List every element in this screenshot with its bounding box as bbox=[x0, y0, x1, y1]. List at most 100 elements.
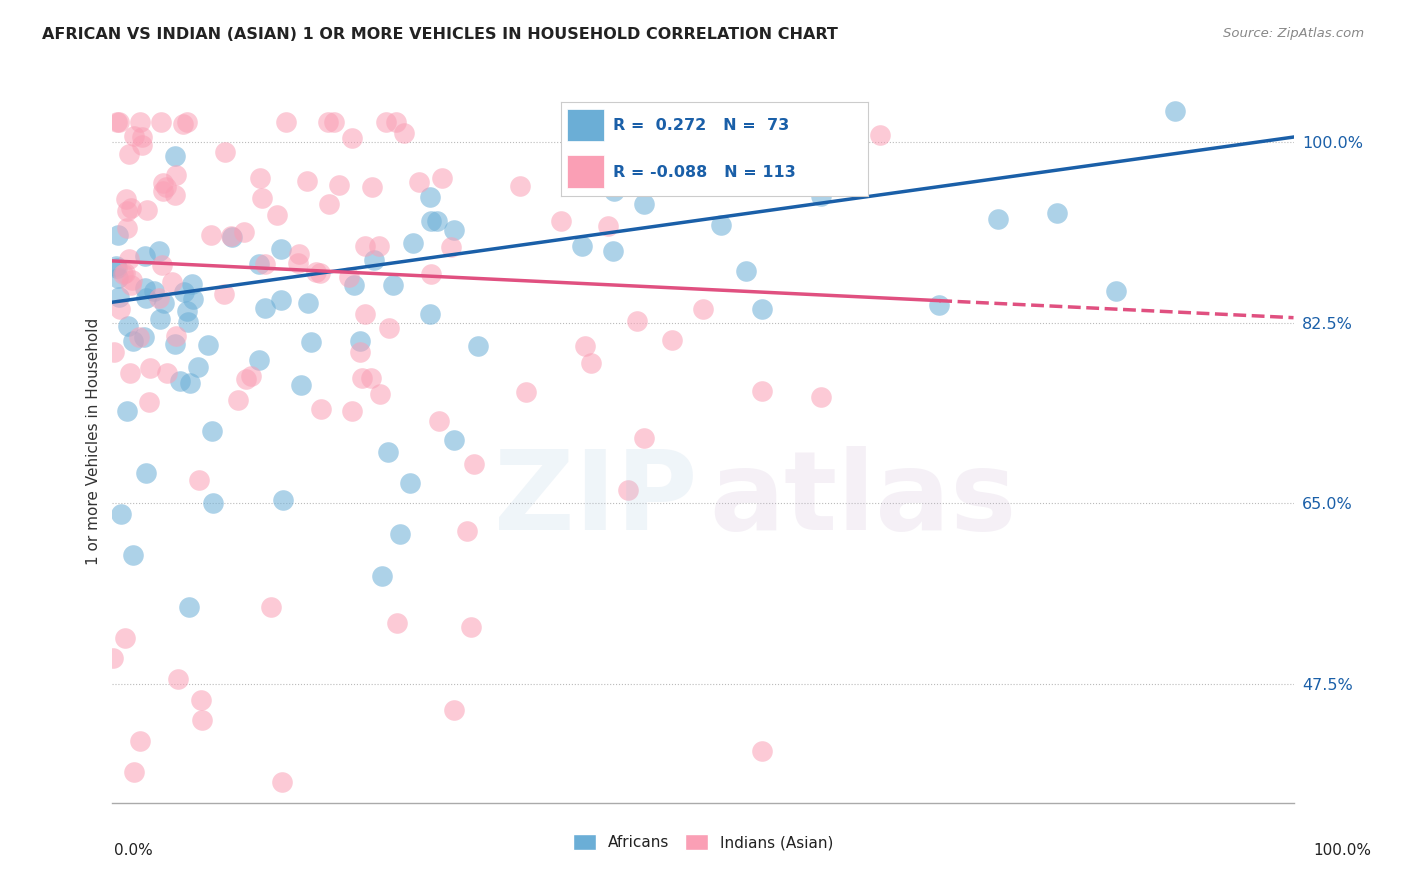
Point bbox=[928, 298, 950, 312]
Point bbox=[176, 304, 198, 318]
Point bbox=[987, 211, 1010, 226]
Point bbox=[122, 128, 145, 143]
Point bbox=[131, 137, 153, 152]
Point bbox=[382, 278, 405, 293]
Legend: Africans, Indians (Asian): Africans, Indians (Asian) bbox=[567, 829, 839, 856]
Point bbox=[114, 266, 136, 280]
Point bbox=[187, 359, 209, 374]
Point bbox=[114, 192, 136, 206]
Point bbox=[602, 244, 624, 259]
Point bbox=[340, 403, 363, 417]
Point bbox=[120, 202, 142, 216]
Point bbox=[149, 114, 172, 128]
Point bbox=[110, 508, 132, 522]
Point bbox=[183, 292, 205, 306]
Point bbox=[1046, 206, 1069, 220]
Point bbox=[316, 114, 339, 128]
Point bbox=[420, 214, 443, 228]
Point bbox=[467, 339, 489, 353]
Point bbox=[270, 242, 292, 256]
Text: atlas: atlas bbox=[709, 446, 1017, 553]
Point bbox=[360, 179, 382, 194]
Point bbox=[463, 457, 485, 471]
Point bbox=[114, 631, 136, 645]
Point bbox=[399, 475, 422, 490]
Point bbox=[134, 281, 156, 295]
Point bbox=[367, 239, 389, 253]
Point bbox=[602, 184, 624, 198]
Point bbox=[259, 599, 281, 614]
Point bbox=[136, 203, 159, 218]
Point bbox=[132, 330, 155, 344]
Point bbox=[574, 339, 596, 353]
Point bbox=[120, 277, 142, 292]
Point bbox=[197, 338, 219, 352]
Point bbox=[419, 189, 441, 203]
Point bbox=[392, 126, 415, 140]
Point bbox=[166, 672, 188, 686]
Point bbox=[419, 307, 441, 321]
Point bbox=[443, 433, 465, 447]
Point bbox=[734, 264, 756, 278]
Point bbox=[571, 239, 593, 253]
Point bbox=[368, 387, 391, 401]
Point bbox=[115, 203, 138, 218]
Point bbox=[550, 214, 572, 228]
Point bbox=[148, 244, 170, 259]
Point bbox=[165, 329, 187, 343]
Text: Source: ZipAtlas.com: Source: ZipAtlas.com bbox=[1223, 27, 1364, 40]
Point bbox=[131, 130, 153, 145]
Point bbox=[385, 114, 408, 128]
Point bbox=[121, 272, 143, 286]
Point bbox=[254, 257, 277, 271]
Point bbox=[138, 360, 160, 375]
Point bbox=[271, 492, 294, 507]
Point bbox=[254, 301, 277, 315]
Point bbox=[121, 334, 143, 348]
Point bbox=[191, 713, 214, 727]
Text: 0.0%: 0.0% bbox=[114, 843, 153, 858]
Point bbox=[118, 252, 141, 267]
Point bbox=[110, 302, 132, 317]
Point bbox=[143, 285, 166, 299]
Point bbox=[271, 775, 294, 789]
Point bbox=[323, 114, 346, 128]
Point bbox=[354, 307, 377, 321]
Point bbox=[810, 189, 832, 203]
Point bbox=[160, 275, 183, 289]
Point bbox=[633, 197, 655, 211]
Point bbox=[402, 235, 425, 250]
Point bbox=[129, 114, 152, 128]
Text: 100.0%: 100.0% bbox=[1313, 843, 1372, 858]
Point bbox=[250, 191, 273, 205]
Point bbox=[354, 238, 377, 252]
Point bbox=[385, 615, 408, 630]
Point bbox=[105, 114, 128, 128]
Point bbox=[163, 188, 186, 202]
Point bbox=[150, 258, 173, 272]
Point bbox=[173, 285, 195, 299]
Point bbox=[337, 270, 360, 285]
Point bbox=[810, 114, 832, 128]
Point bbox=[616, 483, 638, 498]
Point bbox=[177, 315, 200, 329]
Point bbox=[349, 345, 371, 359]
Point bbox=[290, 378, 312, 392]
Point bbox=[751, 744, 773, 758]
Point bbox=[118, 366, 141, 380]
Point bbox=[371, 568, 394, 582]
Point bbox=[633, 431, 655, 445]
Point bbox=[377, 445, 399, 459]
Point bbox=[626, 314, 648, 328]
Point bbox=[596, 219, 619, 233]
Point bbox=[595, 114, 617, 128]
Point bbox=[427, 414, 450, 428]
Point bbox=[152, 296, 174, 310]
Point bbox=[810, 390, 832, 404]
Point bbox=[105, 259, 128, 273]
Point bbox=[509, 179, 531, 194]
Point bbox=[710, 218, 733, 232]
Point bbox=[219, 228, 242, 243]
Point bbox=[247, 256, 270, 270]
Point bbox=[165, 337, 187, 351]
